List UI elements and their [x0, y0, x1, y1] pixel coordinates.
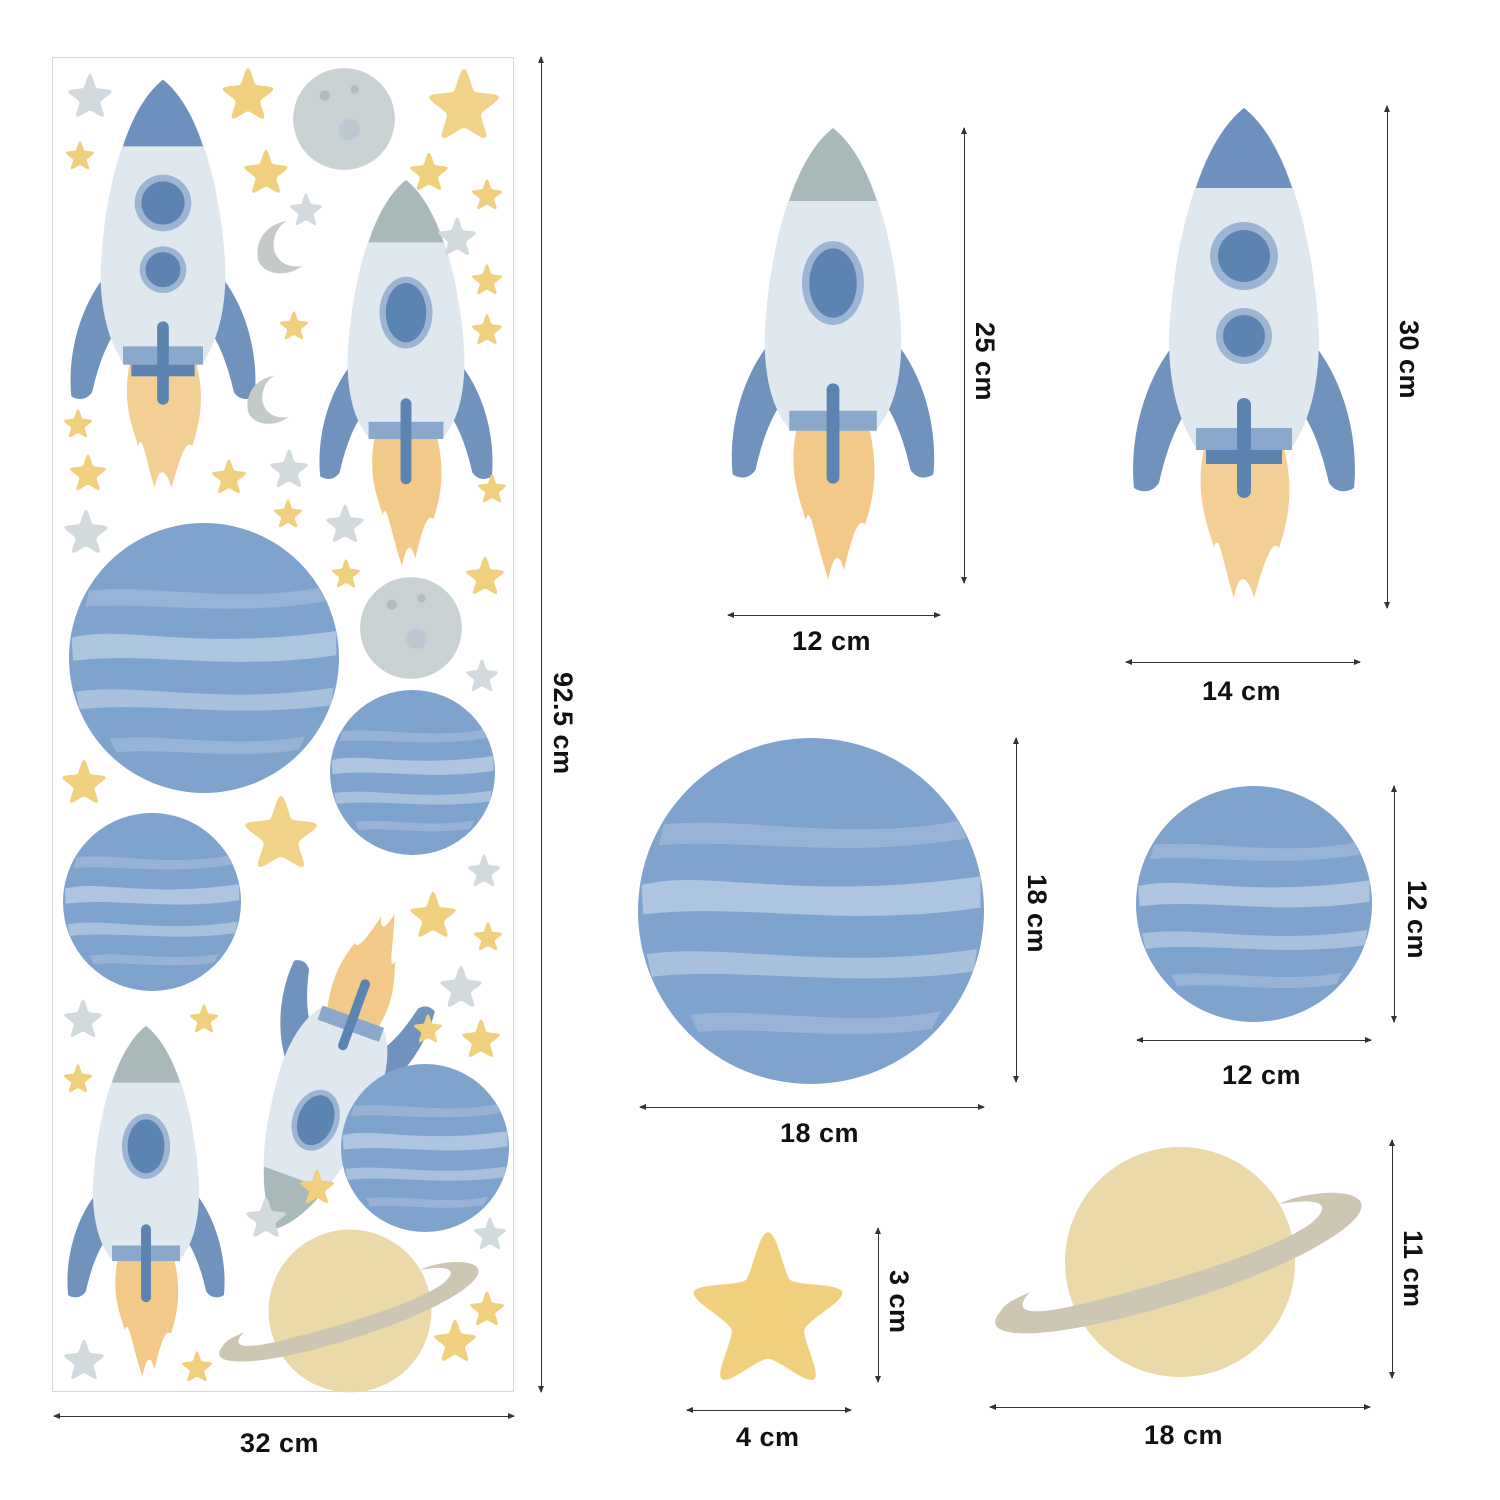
sheet-height-dimension-line: [538, 56, 544, 1393]
planet-icon: [341, 1064, 509, 1232]
star-icon: [63, 1063, 93, 1093]
saturn-icon: [215, 1226, 485, 1396]
star-icon: [181, 1350, 213, 1382]
saturn-icon: [988, 1142, 1372, 1382]
star-height-label: 3 cm: [884, 1270, 914, 1334]
star-icon: [243, 793, 319, 869]
full-sticker-sheet: [52, 57, 514, 1392]
planet-18-height-line: [1013, 737, 1019, 1083]
star-icon: [439, 964, 483, 1008]
planet-18-width-label: 18 cm: [780, 1118, 860, 1148]
star-icon: [467, 853, 501, 887]
rocket-30-height-line: [1384, 105, 1390, 609]
star-icon: [61, 758, 107, 804]
star-icon: [433, 1318, 477, 1362]
moon-icon: [291, 66, 397, 172]
star-icon: [65, 140, 95, 170]
rocket-30-height-label: 30 cm: [1394, 320, 1424, 400]
star-icon: [273, 498, 303, 528]
star-icon: [471, 313, 503, 345]
planet-icon: [63, 813, 241, 991]
planet-18-width-line: [639, 1104, 985, 1110]
star-icon: [189, 1003, 219, 1033]
sheet-width-dimension-line: [53, 1413, 515, 1419]
saturn-width-line: [989, 1404, 1371, 1410]
rocket-25-width-label: 12 cm: [792, 626, 872, 656]
rocket-25-height-label: 25 cm: [970, 322, 1000, 402]
star-icon: [299, 1168, 335, 1204]
sheet-width-label: 32 cm: [240, 1428, 320, 1458]
star-icon: [63, 998, 103, 1038]
star-icon: [465, 658, 499, 692]
planet-12-height-line: [1391, 785, 1397, 1023]
rocket-one-window-icon: [722, 128, 944, 584]
star-icon: [465, 555, 505, 595]
small-blue-planet-icon: [1136, 786, 1372, 1022]
star-icon: [289, 192, 323, 226]
small-moon-icon: [358, 575, 464, 681]
star-icon: [461, 1018, 501, 1058]
star-icon: [427, 66, 501, 140]
star-icon: [63, 1338, 105, 1380]
star-icon: [245, 1196, 287, 1238]
rocket-30-width-line: [1125, 659, 1361, 665]
star-icon: [325, 503, 365, 543]
large-planet-icon: [69, 523, 339, 793]
star-icon: [279, 310, 309, 340]
saturn-height-line: [1389, 1139, 1395, 1379]
star-icon: [63, 508, 109, 554]
star-icon: [63, 408, 93, 438]
star-icon: [471, 178, 503, 210]
crescent-moon-icon: [239, 373, 299, 428]
star-icon: [331, 558, 361, 588]
crescent-moon-icon: [251, 218, 311, 278]
star-icon: [413, 1013, 443, 1043]
planet-12-height-label: 12 cm: [1402, 880, 1432, 960]
planet-12-width-label: 12 cm: [1222, 1060, 1302, 1090]
star-height-line: [875, 1227, 881, 1383]
rocket-two-windows-icon: [63, 68, 263, 508]
planet-12-width-line: [1136, 1037, 1372, 1043]
star-icon: [211, 458, 247, 494]
saturn-width-label: 18 cm: [1144, 1420, 1224, 1450]
rocket-30-width-label: 14 cm: [1202, 676, 1282, 706]
star-icon: [471, 263, 503, 295]
star-icon: [473, 1216, 507, 1250]
rocket-two-windows-icon: [1124, 106, 1364, 610]
rocket-25-height-line: [961, 127, 967, 584]
star-width-label: 4 cm: [736, 1422, 800, 1452]
star-icon: [67, 72, 113, 118]
planet-icon: [330, 690, 495, 855]
planet-18-height-label: 18 cm: [1022, 874, 1052, 954]
star-icon: [221, 66, 275, 120]
star-icon: [409, 151, 449, 191]
star-icon: [437, 216, 477, 256]
star-icon: [269, 448, 309, 488]
star-width-line: [686, 1407, 852, 1413]
yellow-star-icon: [684, 1226, 852, 1384]
saturn-height-label: 11 cm: [1398, 1230, 1428, 1308]
large-blue-planet-icon: [638, 738, 984, 1084]
star-icon: [243, 148, 289, 194]
star-icon: [477, 473, 507, 503]
star-icon: [473, 921, 503, 951]
rocket-25-width-line: [727, 612, 941, 618]
star-icon: [69, 453, 107, 491]
star-icon: [409, 890, 457, 938]
sheet-height-label: 92.5 cm: [548, 672, 578, 775]
